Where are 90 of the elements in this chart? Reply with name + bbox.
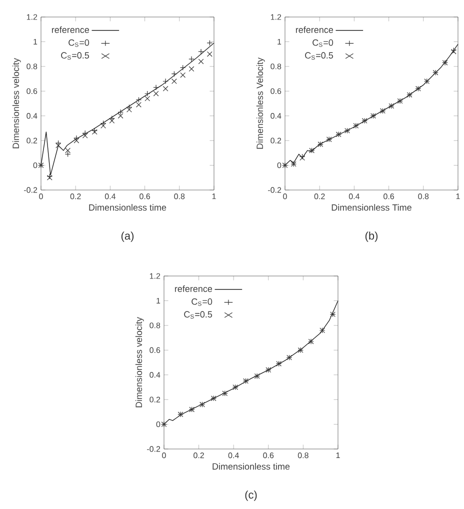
legend-label: C$_{S}$=0.5 (61, 52, 90, 60)
y-tick-label: 0 (278, 162, 282, 168)
x-tick-label: 0.4 (105, 194, 116, 200)
y-tick-label: 1.2 (150, 273, 160, 279)
x-tick-label: 0.6 (263, 452, 274, 458)
point (180, 64, 186, 71)
y-tick-label: 1.2 (271, 14, 282, 20)
x-tick-label: 1 (456, 194, 460, 200)
point (126, 104, 132, 110)
x-tick-label: 0.4 (349, 194, 360, 200)
x-tick-label: 0 (39, 194, 44, 200)
point (65, 148, 71, 154)
y-tick-label: 0.8 (26, 64, 38, 70)
x-tick-label: 0.8 (174, 194, 185, 200)
y-tick-label: 0 (34, 162, 38, 168)
y-tick-label: 0.2 (150, 396, 160, 402)
x-tick-label: 0.6 (384, 194, 394, 200)
y-tick-label: 1 (278, 38, 282, 44)
x-tick-label: 0.6 (140, 194, 150, 200)
point (180, 72, 186, 78)
text: (a) (122, 232, 134, 242)
y-tick-label: 0.2 (270, 138, 282, 144)
y-tick-label: 0.6 (270, 88, 282, 94)
point (118, 109, 124, 116)
point (118, 113, 124, 119)
x-tick-label: 0.4 (228, 452, 240, 458)
legend-label: reference (52, 26, 90, 33)
x-tick-label: 0.8 (298, 452, 309, 458)
point (154, 90, 159, 96)
point (153, 84, 160, 90)
x-axis-title: Dimensionless time (89, 204, 166, 211)
x-axis-title: Dimensionless Time (332, 204, 412, 211)
y-axis-title: Dimensionless velocity (12, 58, 22, 148)
y-axis-title: Dimensionless velocity (136, 317, 144, 408)
x-tick-label: 0.2 (314, 194, 325, 200)
point (100, 123, 106, 128)
y-tick-label: 0.4 (26, 113, 38, 119)
point (82, 132, 88, 138)
point (74, 135, 80, 141)
y-tick-label: 0 (156, 421, 160, 428)
y-tick-label: -0.2 (147, 446, 160, 452)
point (198, 48, 204, 55)
y-tick-label: 1 (34, 38, 38, 44)
point (207, 51, 213, 57)
legend-label: C$_{S}$=0 (312, 39, 334, 47)
point (206, 40, 213, 46)
x-tick-label: 0.2 (70, 194, 81, 200)
point (109, 118, 115, 124)
point (136, 102, 142, 108)
x-tick-label: 1 (336, 452, 340, 458)
y-tick-label: 1 (156, 298, 160, 304)
point (172, 78, 178, 84)
point (65, 151, 71, 158)
y-tick-label: -0.2 (268, 187, 282, 193)
y-tick-label: 1.2 (27, 14, 38, 20)
point (126, 106, 132, 112)
y-tick-label: 0.6 (150, 347, 160, 353)
legend-label: reference (296, 26, 334, 33)
point (172, 70, 178, 77)
x-tick-label: 0 (283, 194, 288, 200)
y-axis-title: Dimensionless Velocity (256, 58, 266, 149)
y-tick-label: 0.8 (150, 322, 160, 328)
y-tick-label: 0.6 (26, 88, 38, 94)
point (198, 58, 204, 64)
x-tick-label: 0.8 (418, 194, 429, 200)
y-tick-label: 0.2 (26, 138, 38, 144)
point (109, 115, 116, 122)
legend-label: C$_{S}$=0 (192, 298, 212, 306)
x-axis-title: Dimensionless time (212, 463, 290, 470)
point (136, 96, 142, 103)
y-tick-label: 0.8 (270, 64, 282, 70)
legend-label: reference (175, 285, 212, 292)
point (188, 56, 195, 62)
y-tick-label: -0.2 (24, 187, 38, 193)
x-tick-label: 1 (212, 194, 216, 200)
legend-label: C$_{S}$=0 (68, 39, 90, 47)
legend-label: C$_{S}$=0.5 (305, 52, 334, 60)
text: (b) (366, 232, 378, 242)
x-tick-label: 0 (162, 452, 166, 458)
point (74, 138, 80, 144)
point (56, 142, 62, 148)
point (163, 86, 168, 92)
legend-label: C$_{S}$=0.5 (184, 311, 212, 319)
x-tick-label: 0.2 (194, 452, 204, 458)
point (144, 96, 150, 102)
point (100, 120, 106, 126)
point (189, 66, 194, 72)
text: (c) (245, 490, 257, 501)
y-tick-label: 0.4 (270, 113, 282, 119)
y-tick-label: 0.4 (150, 372, 160, 378)
